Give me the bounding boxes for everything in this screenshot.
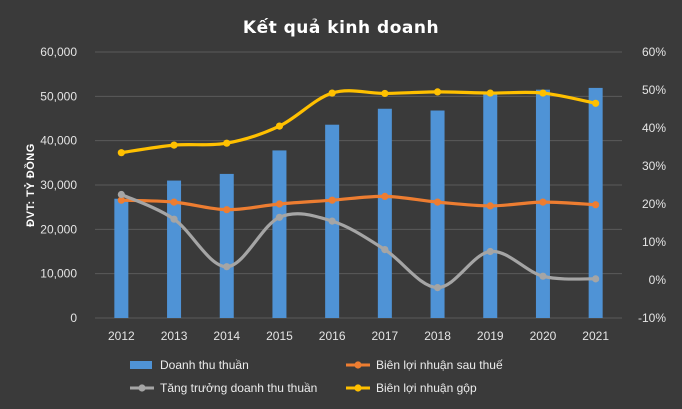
series-line	[119, 192, 598, 290]
series-point	[539, 272, 547, 280]
series-point	[275, 213, 284, 221]
x-tick-label: 2018	[424, 329, 451, 343]
series-line	[119, 89, 598, 155]
left-y-axis: 0 10,000 20,000 30,000 40,000 50,000 60,000	[40, 45, 77, 325]
series-point	[117, 190, 125, 199]
legend-swatch	[130, 361, 152, 369]
legend: Doanh thu thuần Biên lợi nhuận sau thuế Tă…	[130, 358, 503, 395]
series-point	[223, 206, 231, 214]
series-point	[170, 141, 178, 149]
y-tick-label: 10,000	[40, 267, 77, 281]
x-tick-label: 2016	[319, 329, 346, 343]
x-tick-label: 2017	[371, 329, 398, 343]
series-point	[328, 217, 336, 225]
legend-label: Biên lợi nhuận gộp	[376, 381, 477, 395]
legend-label: Biên lợi nhuận sau thuế	[376, 358, 503, 372]
series-point	[275, 122, 284, 130]
y-tick-label: 50,000	[40, 89, 77, 103]
x-tick-label: 2014	[213, 329, 240, 343]
series-point	[539, 89, 547, 97]
series-point	[223, 139, 231, 147]
x-tick-label: 2012	[108, 329, 135, 343]
x-tick-label: 2015	[266, 329, 293, 343]
x-tick-label: 2020	[530, 329, 557, 343]
y2-tick-label: -10%	[638, 311, 666, 325]
bar	[219, 173, 234, 318]
series-point	[117, 196, 125, 204]
x-tick-label: 2013	[161, 329, 188, 343]
bar	[272, 150, 287, 318]
bar	[430, 110, 445, 319]
legend-label: Tăng trưởng doanh thu thuần	[160, 381, 317, 395]
bar	[114, 198, 129, 318]
x-tick-label: 2021	[582, 329, 609, 343]
bar	[167, 180, 182, 318]
series-point	[117, 149, 125, 157]
y2-tick-label: 20%	[642, 197, 666, 211]
x-tick-label: 2019	[477, 329, 504, 343]
series-point	[592, 275, 600, 283]
series-point	[433, 284, 442, 292]
y2-tick-label: 50%	[642, 83, 666, 97]
y2-tick-label: 60%	[642, 45, 666, 59]
series-point	[486, 202, 494, 210]
series-point	[170, 215, 178, 223]
y-tick-label: 0	[70, 311, 77, 325]
series-point	[170, 198, 178, 206]
y-tick-label: 40,000	[40, 134, 77, 148]
right-y-axis: -10% 0% 10% 20% 30% 40% 50% 60%	[638, 45, 666, 325]
x-axis: 2012 2013 2014 2015 2016 2017 2018 2019 2020 2021	[108, 329, 609, 343]
y-tick-label: 60,000	[40, 45, 77, 59]
y2-tick-label: 40%	[642, 121, 666, 135]
y2-tick-label: 30%	[642, 159, 666, 173]
y-tick-label: 30,000	[40, 178, 77, 192]
line-series	[117, 88, 600, 292]
series-point	[381, 246, 389, 254]
legend-marker	[354, 361, 362, 369]
series-point	[592, 99, 600, 107]
series-point	[328, 89, 336, 97]
series-point	[433, 88, 442, 96]
series-point	[275, 200, 284, 208]
y2-tick-label: 10%	[642, 235, 666, 249]
series-point	[539, 198, 547, 206]
series-point	[381, 192, 389, 200]
series-line	[119, 194, 598, 212]
legend-label: Doanh thu thuần	[160, 358, 249, 372]
series-point	[433, 198, 442, 206]
series-point	[592, 201, 600, 209]
legend-marker	[138, 384, 146, 392]
series-point	[223, 263, 231, 271]
y2-tick-label: 0%	[649, 273, 667, 287]
y-axis-label: ĐVT: TỶ ĐỒNG	[24, 143, 37, 227]
chart-title: Kết quả kinh doanh	[243, 17, 439, 38]
series-point	[328, 196, 336, 204]
series-point	[486, 247, 494, 256]
legend-marker	[354, 384, 362, 392]
series-point	[381, 89, 389, 98]
y-tick-label: 20,000	[40, 222, 77, 236]
bar	[377, 108, 392, 318]
series-point	[486, 89, 494, 97]
